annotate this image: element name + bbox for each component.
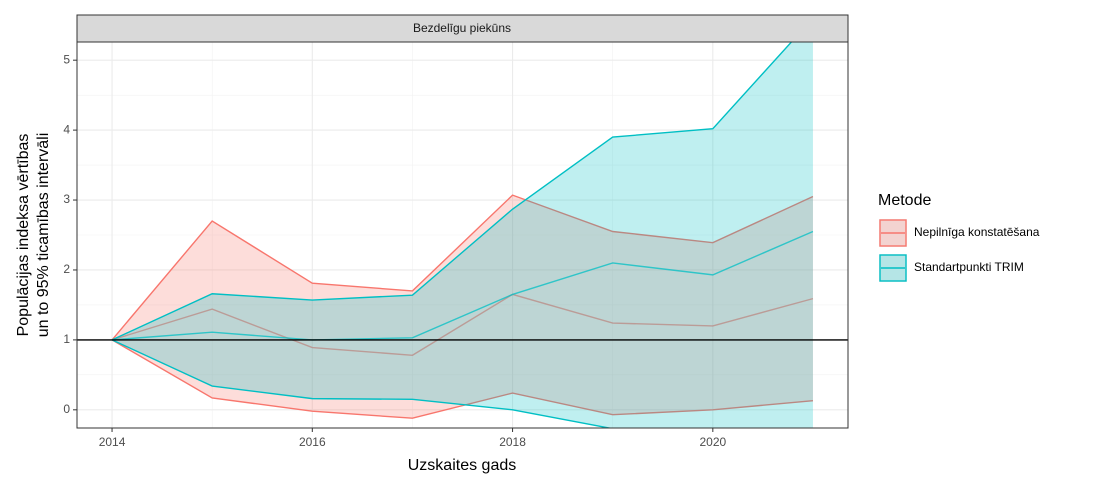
x-tick-label: 2020	[699, 435, 726, 449]
ci-ribbon	[112, 42, 813, 428]
strip-title: Bezdelīgu piekūns	[413, 21, 511, 35]
ci-bound	[111, 42, 793, 341]
y-tick-label: 5	[63, 52, 70, 66]
plot	[77, 42, 848, 428]
x-tick-label: 2014	[99, 435, 126, 449]
y-tick-label: 3	[63, 192, 70, 206]
ci-ribbon	[112, 195, 813, 419]
axes: 0 1 2 3 4 5 2014 2016 2018 2020	[63, 52, 726, 449]
legend-label: Standartpunkti TRIM	[914, 260, 1024, 274]
legend-label: Nepilnīga konstatēšana	[914, 225, 1040, 239]
y-tick-label: 4	[63, 122, 70, 136]
strip	[76, 14, 849, 43]
x-tick-label: 2018	[499, 435, 526, 449]
y-axis-label: un to 95% ticamības intervāli	[35, 133, 52, 338]
line	[111, 230, 814, 341]
y-tick-label: 2	[63, 262, 70, 276]
x-tick-label: 2016	[299, 435, 326, 449]
line	[111, 293, 814, 356]
ci-bound	[111, 194, 814, 341]
y-tick-label: 0	[63, 402, 70, 416]
y-tick-label: 1	[63, 332, 70, 346]
legend-title: Metode	[878, 192, 931, 209]
y-axis-label: Populācijas indeksa vērtības	[15, 134, 32, 337]
x-axis-label: Uzskaites gads	[408, 457, 517, 474]
ci-bound	[111, 339, 613, 428]
ci-bound	[111, 339, 814, 419]
panel-border	[76, 41, 849, 429]
